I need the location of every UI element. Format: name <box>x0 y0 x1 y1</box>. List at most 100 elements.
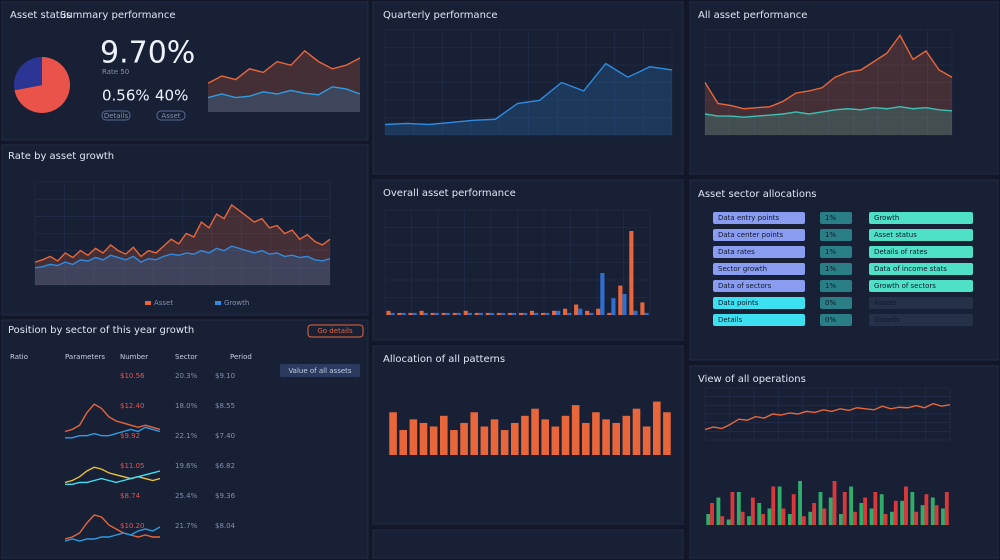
list-cell[interactable] <box>869 263 973 275</box>
list-cell[interactable] <box>869 246 973 258</box>
list-cell-label[interactable]: Growth <box>874 316 899 324</box>
list-cell-label[interactable]: 0% <box>825 316 836 324</box>
panel <box>1 144 369 316</box>
bar <box>904 486 908 525</box>
list-cell-label[interactable]: Growth <box>874 214 899 222</box>
list-cell[interactable] <box>820 263 852 275</box>
bar <box>463 310 468 315</box>
list-cell[interactable] <box>820 297 852 309</box>
button[interactable] <box>307 324 364 338</box>
list-cell-label[interactable]: Data points <box>718 299 759 307</box>
table-cell: 22.1% <box>175 432 198 440</box>
bar <box>412 312 417 315</box>
list-cell-label[interactable]: 1% <box>825 231 836 239</box>
bar <box>818 492 823 525</box>
list-cell[interactable] <box>869 280 973 292</box>
tag-label[interactable]: Details <box>104 112 129 120</box>
bar <box>456 312 461 315</box>
list-cell-label[interactable]: Data of sectors <box>718 282 772 290</box>
column-header: Parameters <box>65 353 105 361</box>
bar <box>798 481 802 525</box>
bar <box>652 401 661 455</box>
bar <box>423 312 428 315</box>
tag[interactable] <box>156 110 186 121</box>
area-fill <box>385 63 672 135</box>
list-cell[interactable] <box>820 246 852 258</box>
list-cell[interactable] <box>869 314 973 326</box>
list-cell[interactable] <box>713 263 805 275</box>
bar <box>478 312 483 315</box>
bar <box>832 481 837 525</box>
list-cell-label[interactable]: Assets <box>874 299 897 307</box>
tag[interactable] <box>101 110 131 121</box>
list-cell-label[interactable]: Asset status <box>874 231 917 239</box>
list-cell[interactable] <box>713 246 805 258</box>
bar <box>480 426 489 455</box>
table-cell: $12.40 <box>120 402 145 410</box>
bar <box>706 514 711 525</box>
area-fill <box>35 204 330 285</box>
panel <box>689 1 999 175</box>
bar <box>419 422 428 455</box>
bar <box>642 426 651 455</box>
list-cell-label[interactable]: Data center points <box>718 231 784 239</box>
panel <box>689 365 999 559</box>
list-cell[interactable] <box>713 280 805 292</box>
bar <box>622 415 631 455</box>
bar <box>510 422 519 455</box>
bar <box>429 426 438 455</box>
bar <box>500 312 506 315</box>
list-cell-label[interactable]: 1% <box>825 282 836 290</box>
list-cell[interactable] <box>713 212 805 224</box>
tag-label[interactable]: Asset <box>161 112 180 120</box>
series-line <box>384 62 673 126</box>
list-cell[interactable] <box>713 297 805 309</box>
area-fill <box>35 246 330 285</box>
series-line <box>704 33 953 110</box>
bar <box>507 312 512 315</box>
series-line <box>65 426 161 439</box>
bar <box>740 511 745 525</box>
series-line <box>64 403 161 433</box>
bar <box>592 412 600 455</box>
bar <box>571 405 580 455</box>
list-cell[interactable] <box>820 229 852 241</box>
bar <box>445 312 450 315</box>
list-cell-label[interactable]: Growth of sectors <box>874 282 936 290</box>
list-cell[interactable] <box>820 280 852 292</box>
legend-label: Asset <box>154 299 173 307</box>
table-cell: $10.56 <box>120 372 145 380</box>
bar <box>618 285 623 315</box>
bar <box>761 514 765 525</box>
list-cell[interactable] <box>869 297 973 309</box>
bar <box>581 422 590 455</box>
bar <box>791 494 796 525</box>
list-cell-label[interactable]: 1% <box>825 214 836 222</box>
list-cell[interactable] <box>869 229 973 241</box>
bar <box>720 516 725 525</box>
list-cell-label[interactable]: Details <box>718 316 743 324</box>
table-cell: $10.20 <box>120 522 145 530</box>
list-cell[interactable] <box>713 229 805 241</box>
table-cell: $9.10 <box>215 372 235 380</box>
button-label[interactable]: Go details <box>317 327 353 335</box>
list-cell-label[interactable]: Data of income stats <box>874 265 947 273</box>
list-cell-label[interactable]: 1% <box>825 248 836 256</box>
list-cell[interactable] <box>820 314 852 326</box>
list-cell-label[interactable]: Data rates <box>718 248 755 256</box>
list-cell[interactable] <box>713 314 805 326</box>
list-cell[interactable] <box>820 212 852 224</box>
primary-note: Rate 50 <box>102 68 129 76</box>
list-cell-label[interactable]: Data entry points <box>718 214 780 222</box>
list-cell[interactable] <box>869 212 973 224</box>
list-cell-label[interactable]: 0% <box>825 299 836 307</box>
bar <box>812 503 817 525</box>
series-line <box>704 105 953 118</box>
list-cell-label[interactable]: 1% <box>825 265 836 273</box>
list-cell-label[interactable]: Sector growth <box>718 265 767 273</box>
bar <box>567 312 572 315</box>
bar <box>452 312 457 315</box>
table-cell: $8.04 <box>215 522 236 530</box>
bar <box>801 516 806 525</box>
list-cell-label[interactable]: Details of rates <box>874 248 928 256</box>
